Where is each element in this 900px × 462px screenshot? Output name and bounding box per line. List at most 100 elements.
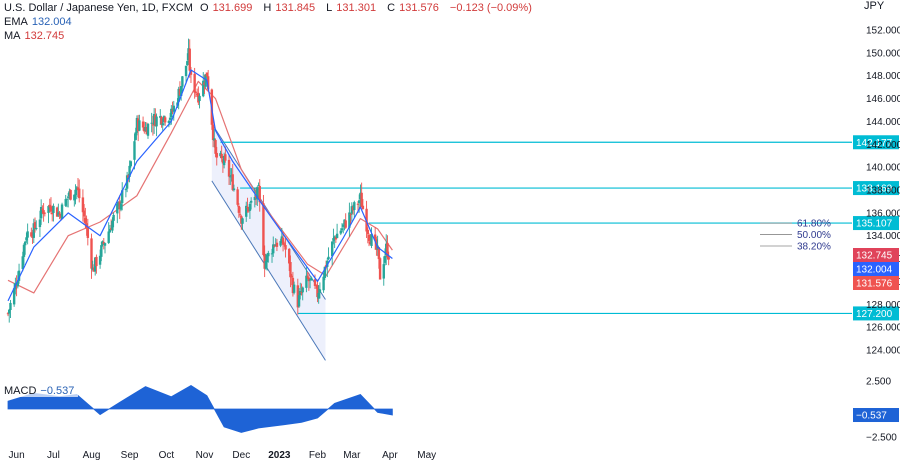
- candle-body[interactable]: [48, 204, 51, 208]
- candle-body[interactable]: [22, 244, 26, 257]
- candle-body[interactable]: [171, 109, 174, 112]
- candle-body[interactable]: [215, 152, 218, 158]
- candle-body[interactable]: [159, 116, 162, 118]
- candle-body[interactable]: [221, 159, 225, 164]
- candle-body[interactable]: [42, 210, 45, 215]
- candle-body[interactable]: [187, 48, 190, 61]
- candle-body[interactable]: [6, 313, 10, 315]
- channel-lower-line[interactable]: [211, 180, 326, 361]
- candle-body[interactable]: [92, 267, 96, 272]
- candle-body[interactable]: [236, 189, 239, 205]
- candle-body[interactable]: [289, 262, 292, 278]
- candle-body[interactable]: [184, 65, 188, 77]
- candle-body[interactable]: [330, 241, 334, 257]
- candle-body[interactable]: [231, 174, 234, 190]
- candle-body[interactable]: [332, 238, 335, 241]
- candle-body[interactable]: [205, 72, 209, 77]
- candle-body[interactable]: [177, 88, 180, 102]
- candle-body[interactable]: [118, 201, 121, 210]
- candle-body[interactable]: [161, 123, 164, 126]
- candle-body[interactable]: [144, 127, 147, 131]
- candle-body[interactable]: [305, 275, 308, 288]
- candle-body[interactable]: [257, 185, 260, 187]
- candle-body[interactable]: [283, 243, 286, 245]
- candle-body[interactable]: [353, 202, 356, 210]
- candle-body[interactable]: [75, 187, 78, 191]
- candle-body[interactable]: [189, 70, 193, 75]
- candle-body[interactable]: [315, 285, 318, 287]
- candle-body[interactable]: [68, 191, 71, 196]
- candle-body[interactable]: [170, 108, 173, 118]
- candle-body[interactable]: [344, 220, 347, 228]
- time-axis[interactable]: Jun Jul Aug Sep Oct Nov Dec 2023 Feb Mar Apr May: [9, 450, 437, 461]
- candle-body[interactable]: [343, 219, 346, 225]
- candle-body[interactable]: [8, 309, 11, 314]
- candle-body[interactable]: [31, 236, 34, 238]
- candle-body[interactable]: [23, 241, 27, 246]
- candle-body[interactable]: [280, 236, 284, 243]
- candle-body[interactable]: [195, 93, 199, 95]
- candle-body[interactable]: [290, 275, 293, 278]
- candle-body[interactable]: [386, 242, 389, 258]
- candle-body[interactable]: [247, 207, 250, 212]
- candle-body[interactable]: [163, 117, 167, 123]
- candle-body[interactable]: [150, 122, 153, 124]
- candle-body[interactable]: [284, 245, 287, 250]
- candle-body[interactable]: [38, 219, 42, 228]
- candle-body[interactable]: [349, 213, 352, 215]
- candle-body[interactable]: [60, 204, 64, 220]
- candle-body[interactable]: [86, 227, 90, 238]
- candle-body[interactable]: [172, 105, 175, 112]
- candle-body[interactable]: [30, 232, 33, 237]
- candle-body[interactable]: [109, 228, 113, 230]
- candle-body[interactable]: [119, 203, 123, 210]
- candle-body[interactable]: [367, 234, 371, 241]
- candle-body[interactable]: [297, 295, 301, 307]
- candle-body[interactable]: [179, 86, 183, 97]
- candle-body[interactable]: [318, 289, 322, 293]
- candle-body[interactable]: [197, 92, 200, 103]
- candle-body[interactable]: [224, 154, 227, 161]
- candle-body[interactable]: [154, 114, 157, 126]
- candle-body[interactable]: [358, 200, 361, 204]
- candle-body[interactable]: [90, 238, 93, 269]
- candle-body[interactable]: [12, 288, 16, 305]
- candle-body[interactable]: [143, 127, 146, 132]
- candle-body[interactable]: [370, 234, 373, 246]
- candle-body[interactable]: [202, 80, 205, 97]
- candle-body[interactable]: [43, 212, 47, 214]
- candle-body[interactable]: [33, 222, 37, 229]
- candle-body[interactable]: [281, 237, 285, 245]
- candle-body[interactable]: [64, 199, 67, 206]
- candle-body[interactable]: [39, 207, 43, 219]
- candle-body[interactable]: [275, 242, 279, 247]
- candle-body[interactable]: [246, 207, 249, 209]
- candle-body[interactable]: [101, 241, 104, 245]
- ma-legend[interactable]: MA 132.745: [4, 30, 65, 42]
- candle-body[interactable]: [100, 245, 103, 257]
- candle-body[interactable]: [66, 196, 70, 198]
- candle-body[interactable]: [103, 243, 107, 246]
- candle-body[interactable]: [128, 165, 131, 177]
- candle-body[interactable]: [73, 194, 76, 201]
- candle-body[interactable]: [65, 198, 69, 200]
- candle-body[interactable]: [220, 153, 223, 159]
- candle-body[interactable]: [91, 267, 94, 270]
- candle-body[interactable]: [57, 212, 60, 216]
- candle-body[interactable]: [316, 285, 319, 298]
- candle-body[interactable]: [135, 117, 139, 133]
- candle-body[interactable]: [9, 302, 12, 311]
- candle-body[interactable]: [55, 207, 59, 217]
- candle-body[interactable]: [241, 218, 244, 224]
- candle-body[interactable]: [279, 240, 282, 246]
- candle-body[interactable]: [254, 195, 258, 198]
- candle-body[interactable]: [378, 258, 382, 280]
- candle-body[interactable]: [204, 74, 207, 87]
- candle-body[interactable]: [111, 220, 114, 231]
- candle-body[interactable]: [270, 253, 274, 255]
- candle-body[interactable]: [47, 206, 50, 213]
- candle-body[interactable]: [138, 120, 141, 131]
- candle-body[interactable]: [335, 233, 339, 239]
- candle-body[interactable]: [356, 203, 360, 205]
